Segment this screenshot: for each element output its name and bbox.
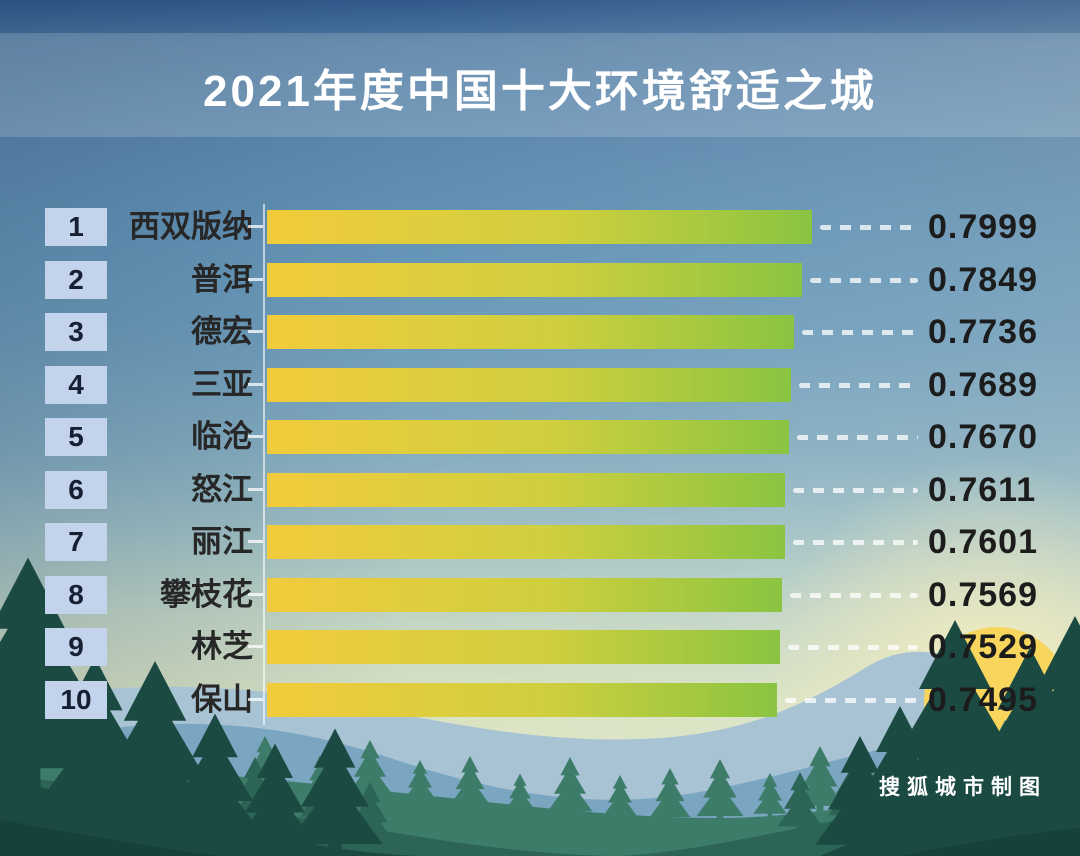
axis-tick <box>248 277 263 281</box>
rank-badge: 3 <box>45 313 107 351</box>
axis-tick <box>248 592 263 596</box>
rank-badge: 5 <box>45 418 107 456</box>
value-label: 0.7670 <box>928 418 1038 456</box>
leader-dashes <box>820 225 918 230</box>
axis-tick <box>248 382 263 386</box>
chart-axis-line <box>263 204 265 725</box>
value-label: 0.7495 <box>928 680 1038 719</box>
value-label: 0.7601 <box>928 523 1038 561</box>
value-label: 0.7999 <box>928 208 1038 246</box>
leader-dashes <box>799 382 918 388</box>
rank-badge: 7 <box>45 523 107 561</box>
city-label: 西双版纳 <box>129 209 253 244</box>
value-bar <box>267 577 782 612</box>
city-label: 丽江 <box>191 524 253 559</box>
value-bar <box>267 315 794 349</box>
axis-tick <box>248 435 263 438</box>
leader-dashes <box>793 487 918 493</box>
chart-row: 9 林芝 0.7529 <box>0 628 1080 666</box>
leader-dashes <box>802 330 918 335</box>
value-label: 0.7689 <box>928 365 1038 404</box>
axis-tick <box>248 330 263 333</box>
chart-row: 10 保山 0.7495 <box>0 680 1080 719</box>
rank-badge: 9 <box>45 628 107 666</box>
leader-dashes <box>790 592 918 598</box>
axis-tick <box>248 645 263 648</box>
forest-right-base <box>900 828 1080 856</box>
rank-badge: 4 <box>45 365 107 404</box>
axis-tick <box>248 225 263 228</box>
rank-badge: 1 <box>45 208 107 246</box>
forest-left-base <box>0 820 220 856</box>
chart-row: 6 怒江 0.7611 <box>0 470 1080 509</box>
chart-row: 5 临沧 0.7670 <box>0 418 1080 456</box>
chart-row: 7 丽江 0.7601 <box>0 523 1080 561</box>
value-bar <box>267 420 789 454</box>
value-bar <box>267 682 777 717</box>
attribution-credit: 搜狐城市制图 <box>879 776 1047 799</box>
rank-badge: 8 <box>45 575 107 614</box>
city-label: 普洱 <box>191 261 253 297</box>
chart-row: 8 攀枝花 0.7569 <box>0 575 1080 614</box>
value-label: 0.7849 <box>928 260 1038 299</box>
city-label: 临沧 <box>191 419 253 454</box>
chart-row: 4 三亚 0.7689 <box>0 365 1080 404</box>
city-label: 攀枝花 <box>160 576 253 612</box>
value-label: 0.7736 <box>928 313 1038 351</box>
chart-row: 3 德宏 0.7736 <box>0 313 1080 351</box>
value-bar <box>267 262 802 297</box>
rank-badge: 10 <box>45 680 107 719</box>
chart-row: 1 西双版纳 0.7999 <box>0 208 1080 246</box>
title-band <box>0 33 1080 137</box>
leader-dashes <box>788 645 918 650</box>
leader-dashes <box>793 540 918 545</box>
rank-badge: 2 <box>45 260 107 299</box>
value-bar <box>267 210 812 244</box>
value-label: 0.7529 <box>928 628 1038 666</box>
chart-row: 2 普洱 0.7849 <box>0 260 1080 299</box>
axis-tick <box>248 697 263 701</box>
rank-badge: 6 <box>45 470 107 509</box>
value-bar <box>267 630 780 664</box>
city-label: 保山 <box>191 681 253 717</box>
leader-dashes <box>810 277 918 283</box>
city-label: 林芝 <box>191 629 253 664</box>
leader-dashes <box>785 697 918 703</box>
axis-tick <box>248 487 263 491</box>
value-label: 0.7569 <box>928 575 1038 614</box>
leader-dashes <box>797 435 918 440</box>
city-label: 三亚 <box>191 366 253 402</box>
value-bar <box>267 472 785 507</box>
value-label: 0.7611 <box>928 470 1037 509</box>
value-bar <box>267 525 785 559</box>
city-label: 德宏 <box>191 314 253 349</box>
forest-left <box>0 557 430 856</box>
value-bar <box>267 367 791 402</box>
axis-tick <box>248 540 263 543</box>
city-label: 怒江 <box>191 471 253 507</box>
page-title: 2021年度中国十大环境舒适之城 <box>203 67 877 116</box>
